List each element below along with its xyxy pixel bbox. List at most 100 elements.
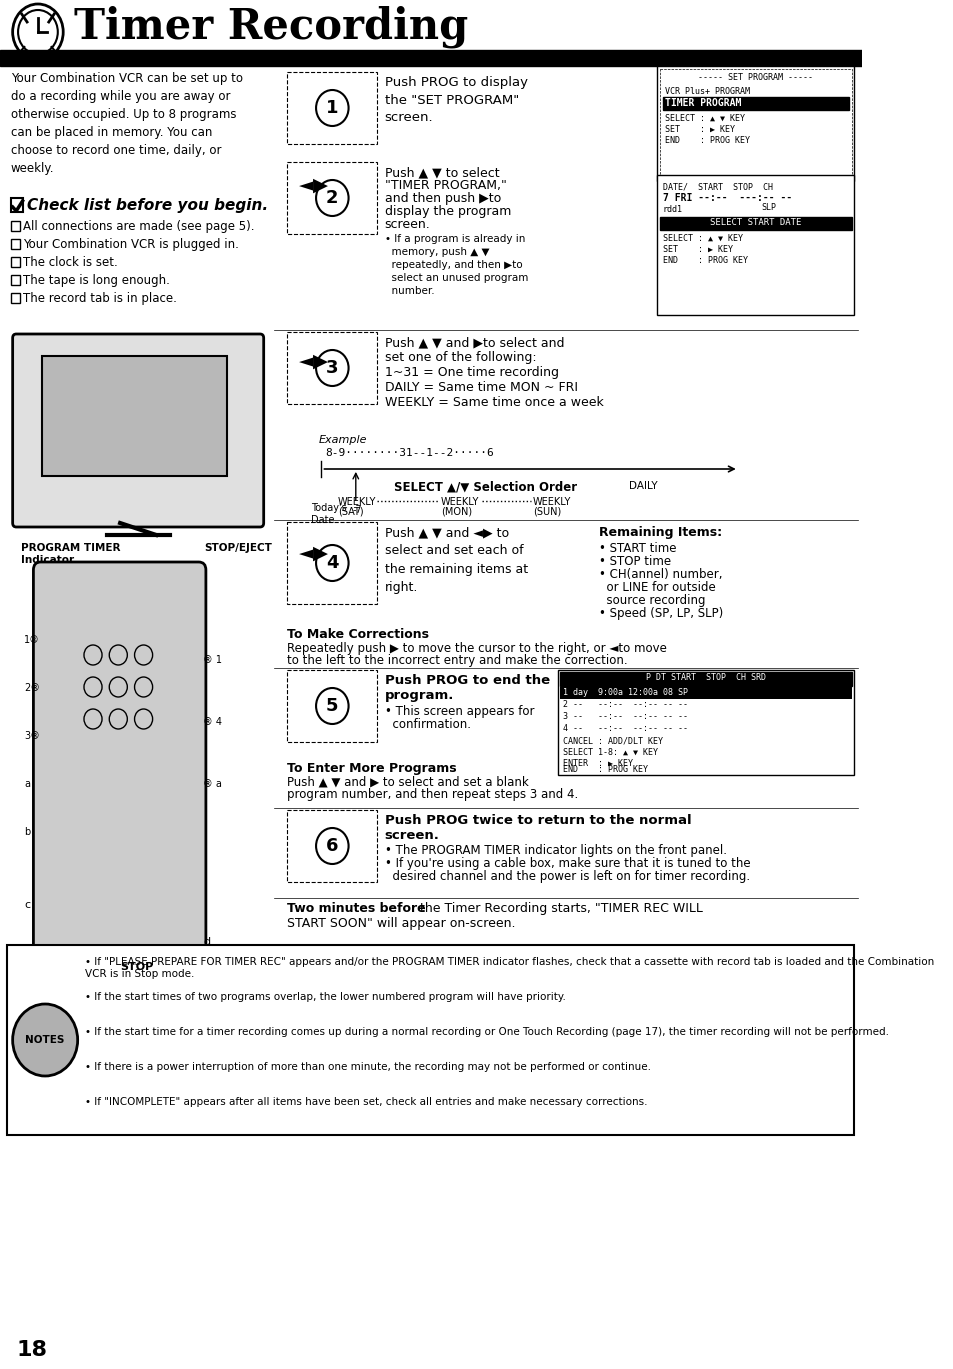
Text: • If the start time for a timer recording comes up during a normal recording or : • If the start time for a timer recordin… — [85, 1027, 888, 1036]
Text: SELECT : ▲ ▼ KEY: SELECT : ▲ ▼ KEY — [662, 234, 742, 244]
Text: SET    : ▶ KEY: SET : ▶ KEY — [662, 245, 732, 255]
Text: repeatedly, and then ▶to: repeatedly, and then ▶to — [384, 260, 522, 270]
Text: The record tab is in place.: The record tab is in place. — [24, 292, 177, 305]
Bar — [659, 218, 851, 230]
Text: 1: 1 — [326, 99, 338, 116]
Text: 2 --   --:--  --:-- -- --: 2 -- --:-- --:-- -- -- — [562, 700, 687, 709]
Text: Push PROG to end the: Push PROG to end the — [384, 674, 549, 687]
Text: END    : PROG KEY: END : PROG KEY — [662, 256, 747, 266]
Text: Remaining Items:: Remaining Items: — [598, 526, 721, 539]
Bar — [659, 68, 851, 178]
Bar — [657, 66, 853, 181]
Bar — [10, 275, 20, 285]
Text: The tape is long enough.: The tape is long enough. — [24, 274, 171, 287]
Text: 5: 5 — [326, 697, 338, 715]
Text: 1®: 1® — [25, 635, 40, 645]
Text: select an unused program: select an unused program — [384, 272, 528, 283]
Text: 8-9········31--1--2·····6: 8-9········31--1--2·····6 — [325, 448, 494, 459]
Text: 2: 2 — [326, 189, 338, 207]
Text: • If a program is already in: • If a program is already in — [384, 234, 524, 244]
Text: rdd1: rdd1 — [662, 205, 682, 214]
Text: Push PROG to display
the "SET PROGRAM"
screen.: Push PROG to display the "SET PROGRAM" s… — [384, 77, 527, 125]
Text: screen.: screen. — [384, 218, 430, 231]
Text: 3: 3 — [326, 359, 338, 376]
Text: 3 --   --:--  --:-- -- --: 3 -- --:-- --:-- -- -- — [562, 712, 687, 721]
Text: Today's
Date: Today's Date — [311, 502, 346, 524]
Text: WEEKLY: WEEKLY — [440, 497, 478, 507]
Text: c: c — [25, 899, 30, 910]
Bar — [287, 810, 377, 882]
Bar — [287, 522, 377, 604]
Text: SELECT ▲/▼ Selection Order: SELECT ▲/▼ Selection Order — [394, 481, 577, 494]
Text: (SAT): (SAT) — [337, 507, 363, 517]
Text: SET    : ▶ KEY: SET : ▶ KEY — [664, 125, 734, 134]
Text: • If there is a power interruption of more than one minute, the recording may no: • If there is a power interruption of mo… — [85, 1062, 650, 1072]
Text: b: b — [25, 827, 30, 836]
Text: • If "INCOMPLETE" appears after all items have been set, check all entries and m: • If "INCOMPLETE" appears after all item… — [85, 1097, 647, 1108]
Text: SELECT START DATE: SELECT START DATE — [709, 218, 801, 227]
Text: SLP: SLP — [760, 203, 776, 212]
Text: WEEKLY: WEEKLY — [337, 497, 375, 507]
Text: confirmation.: confirmation. — [384, 717, 470, 731]
Text: 4 --   --:--  --:-- -- --: 4 -- --:-- --:-- -- -- — [562, 724, 687, 732]
Text: 18: 18 — [16, 1340, 48, 1359]
Text: d: d — [203, 936, 210, 947]
Text: • START time: • START time — [598, 542, 676, 554]
Text: STOP: STOP — [120, 962, 153, 972]
Text: ® a: ® a — [203, 779, 222, 789]
Text: DAILY = Same time MON ~ FRI: DAILY = Same time MON ~ FRI — [384, 381, 578, 394]
Text: number.: number. — [384, 286, 434, 296]
Bar — [10, 293, 20, 303]
Text: START SOON" will appear on-screen.: START SOON" will appear on-screen. — [287, 917, 516, 930]
Text: • If "PLEASE PREPARE FOR TIMER REC" appears and/or the PROGRAM TIMER indicator f: • If "PLEASE PREPARE FOR TIMER REC" appe… — [85, 957, 933, 979]
Text: • If you're using a cable box, make sure that it is tuned to the: • If you're using a cable box, make sure… — [384, 857, 749, 871]
Bar — [10, 199, 24, 212]
Bar — [287, 333, 377, 404]
Text: SELECT : ▲ ▼ KEY: SELECT : ▲ ▼ KEY — [664, 114, 744, 123]
Text: Your Combination VCR is plugged in.: Your Combination VCR is plugged in. — [24, 238, 239, 251]
Text: NOTES: NOTES — [26, 1035, 65, 1045]
Text: END    : PROG KEY: END : PROG KEY — [562, 765, 647, 773]
Text: ----- SET PROGRAM -----: ----- SET PROGRAM ----- — [698, 73, 813, 82]
Text: the Timer Recording starts, "TIMER REC WILL: the Timer Recording starts, "TIMER REC W… — [416, 902, 702, 914]
Bar — [559, 672, 852, 686]
Text: STOP/EJECT: STOP/EJECT — [204, 543, 272, 553]
Text: source recording: source recording — [598, 594, 704, 606]
Text: ◄▶: ◄▶ — [299, 543, 329, 563]
Circle shape — [12, 1003, 77, 1076]
Text: All connections are made (see page 5).: All connections are made (see page 5). — [24, 220, 254, 233]
Text: Two minutes before: Two minutes before — [287, 902, 425, 914]
Text: display the program: display the program — [384, 205, 511, 218]
Text: Push ▲ ▼ and ▶ to select and set a blank: Push ▲ ▼ and ▶ to select and set a blank — [287, 776, 528, 789]
Bar — [10, 257, 20, 267]
Text: ® 1: ® 1 — [203, 654, 222, 665]
Text: or LINE for outside: or LINE for outside — [598, 580, 715, 594]
Bar — [287, 162, 377, 234]
Text: 3®: 3® — [25, 731, 40, 741]
Bar — [10, 220, 20, 231]
Text: a: a — [25, 779, 30, 789]
Bar — [559, 687, 852, 700]
Text: Check list before you begin.: Check list before you begin. — [27, 199, 268, 214]
Text: • This screen appears for: • This screen appears for — [384, 705, 534, 717]
Text: PROGRAM TIMER
Indicator: PROGRAM TIMER Indicator — [21, 543, 120, 564]
Text: "TIMER PROGRAM,": "TIMER PROGRAM," — [384, 179, 506, 192]
Text: ◄▶: ◄▶ — [299, 352, 329, 371]
Text: Timer Recording: Timer Recording — [74, 5, 468, 48]
Text: program.: program. — [384, 689, 454, 702]
Text: ® 4: ® 4 — [203, 717, 222, 727]
Text: Push ▲ ▼ to select: Push ▲ ▼ to select — [384, 166, 498, 179]
Bar — [657, 175, 853, 315]
Bar — [287, 73, 377, 144]
Text: 7 FRI --:--  ---:-- --: 7 FRI --:-- ---:-- -- — [662, 193, 791, 203]
FancyBboxPatch shape — [33, 563, 206, 962]
Text: Your Combination VCR can be set up to
do a recording while you are away or
other: Your Combination VCR can be set up to do… — [10, 73, 243, 175]
Bar — [287, 669, 377, 742]
Text: WEEKLY = Same time once a week: WEEKLY = Same time once a week — [384, 396, 603, 409]
Text: Repeatedly push ▶ to move the cursor to the right, or ◄to move: Repeatedly push ▶ to move the cursor to … — [287, 642, 666, 654]
Text: • The PROGRAM TIMER indicator lights on the front panel.: • The PROGRAM TIMER indicator lights on … — [384, 845, 726, 857]
Text: • CH(annel) number,: • CH(annel) number, — [598, 568, 721, 580]
Text: Push ▲ ▼ and ◄▶ to
select and set each of
the remaining items at
right.: Push ▲ ▼ and ◄▶ to select and set each o… — [384, 526, 527, 594]
Text: (MON): (MON) — [440, 507, 472, 517]
Text: screen.: screen. — [384, 830, 439, 842]
